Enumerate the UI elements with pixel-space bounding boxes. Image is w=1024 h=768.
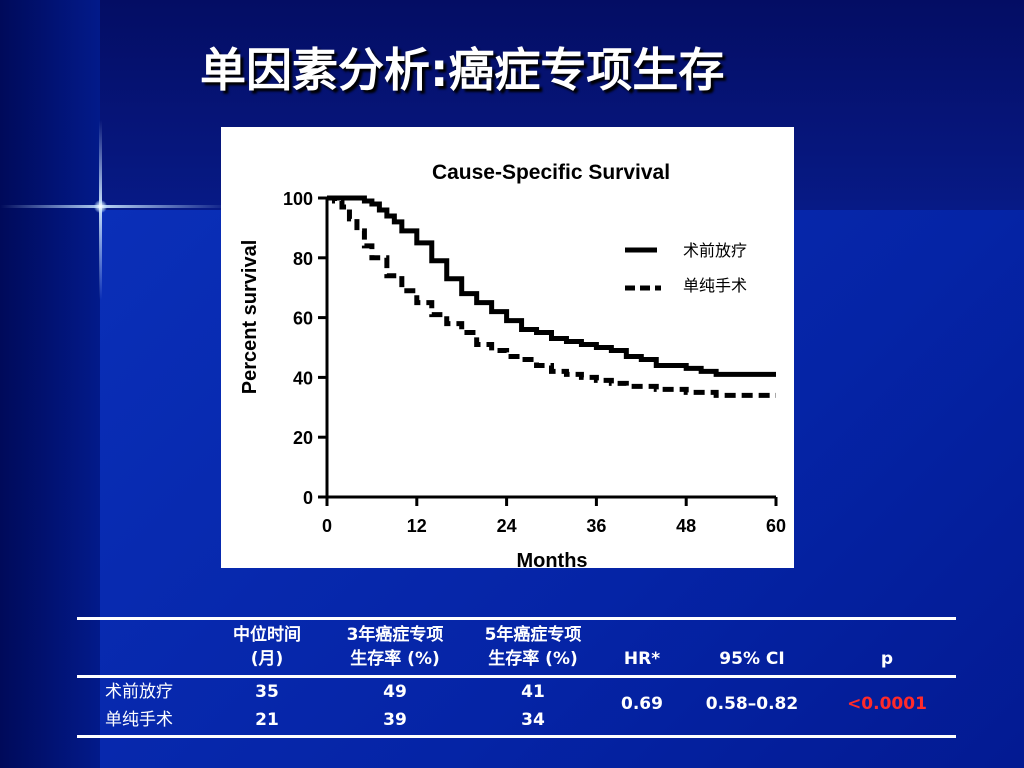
chart-legend: 术前放疗 单纯手术	[625, 241, 747, 295]
header-3yr-survival-text-line-2: 生存率 (%)	[350, 649, 440, 669]
x-axis-label: Months	[516, 550, 587, 568]
x-tick-label-24: 24	[497, 516, 517, 536]
header-3yr-survival: 3年癌症专项 生存率 (%)	[327, 623, 463, 671]
cell-95ci: 0.58–0.82	[705, 694, 799, 714]
header-5yr-survival: 5年癌症专项 生存率 (%)	[465, 623, 601, 671]
table-rule-header	[77, 675, 956, 678]
x-tick-label-60: 60	[766, 516, 786, 536]
header-95ci: 95% CI	[719, 649, 785, 669]
row-label-surgery-only: 单纯手术	[105, 710, 173, 730]
header-median-time-line1-line-1: 中位时间	[233, 625, 301, 645]
x-tick-label-36: 36	[586, 516, 606, 536]
legend-label-preop-radiotherapy: 术前放疗	[683, 241, 747, 260]
y-axis-label: Percent survival	[239, 240, 261, 395]
table-rule-bottom	[77, 735, 956, 738]
header-5yr-survival-text-line-2: 生存率 (%)	[488, 649, 578, 669]
cell-p-value: <0.0001	[847, 694, 927, 714]
light-flare-horizontal	[0, 205, 230, 208]
y-tick-label-40: 40	[293, 368, 313, 388]
x-tick-label-48: 48	[676, 516, 696, 536]
table-rule-top	[77, 617, 956, 620]
header-median-time: 中位时间 (月)	[217, 623, 317, 671]
y-tick-label-100: 100	[283, 189, 313, 209]
survival-curve-preop-radiotherapy	[327, 195, 776, 377]
cell-5yr-surgery: 34	[521, 710, 545, 730]
chart-title: Cause-Specific Survival	[432, 161, 670, 184]
background-left-band	[0, 0, 100, 768]
header-p: p	[880, 649, 894, 669]
header-5yr-survival-text-line-1: 5年癌症专项	[484, 625, 582, 645]
header-hr: HR*	[623, 649, 661, 669]
cell-5yr-preop: 41	[521, 682, 545, 702]
cell-3yr-surgery: 39	[383, 710, 407, 730]
slide-title: 单因素分析:癌症专项生存	[200, 43, 725, 97]
y-tick-label-60: 60	[293, 309, 313, 329]
header-3yr-survival-text: 3年癌症专项 生存率 (%)	[327, 623, 463, 671]
cell-median-surgery: 21	[255, 710, 279, 730]
light-flare-center	[94, 200, 107, 213]
cell-hr: 0.69	[621, 694, 663, 714]
chart-ticks: 0 20 40 60 80 100 0 12 24 36 48 60	[283, 189, 786, 536]
y-tick-label-0: 0	[303, 488, 313, 508]
header-5yr-survival-text: 5年癌症专项 生存率 (%)	[465, 623, 601, 671]
x-tick-label-12: 12	[407, 516, 427, 536]
x-tick-label-0: 0	[322, 516, 332, 536]
cell-3yr-preop: 49	[383, 682, 407, 702]
survival-chart-svg: Cause-Specific Survival Percent survival…	[239, 161, 786, 568]
chart-series	[327, 195, 776, 398]
row-label-preop-radiotherapy: 术前放疗	[105, 682, 173, 702]
survival-curve-surgery-only	[327, 195, 776, 398]
header-median-time-line1: 中位时间 (月)	[217, 623, 317, 671]
cell-median-preop: 35	[255, 682, 279, 702]
chart-axes	[325, 198, 776, 499]
header-median-time-line1-line-2: (月)	[250, 649, 284, 669]
survival-chart: Cause-Specific Survival Percent survival…	[221, 127, 794, 568]
y-tick-label-20: 20	[293, 428, 313, 448]
y-tick-label-80: 80	[293, 249, 313, 269]
legend-label-surgery-only: 单纯手术	[683, 276, 747, 295]
survival-stats-table: 中位时间 (月) 3年癌症专项 生存率 (%) 5年癌症专项 生存率 (%) HR* …	[77, 617, 956, 739]
header-3yr-survival-text-line-1: 3年癌症专项	[346, 625, 444, 645]
